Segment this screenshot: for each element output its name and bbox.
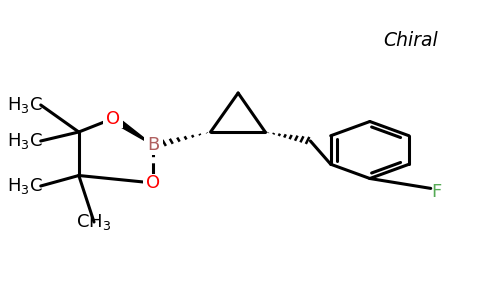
FancyBboxPatch shape — [143, 174, 164, 192]
Text: O: O — [106, 110, 120, 128]
Text: O: O — [146, 174, 161, 192]
FancyBboxPatch shape — [103, 109, 123, 128]
Text: $\mathsf{CH_3}$: $\mathsf{CH_3}$ — [76, 212, 112, 232]
Text: B: B — [147, 136, 160, 154]
Text: $\mathsf{H_3C}$: $\mathsf{H_3C}$ — [7, 95, 43, 115]
Text: Chiral: Chiral — [383, 31, 438, 50]
Text: $\mathsf{H_3C}$: $\mathsf{H_3C}$ — [7, 176, 43, 196]
Text: F: F — [431, 183, 441, 201]
Polygon shape — [109, 116, 153, 146]
Text: $\mathsf{H_3C}$: $\mathsf{H_3C}$ — [7, 131, 43, 151]
FancyBboxPatch shape — [144, 136, 163, 154]
